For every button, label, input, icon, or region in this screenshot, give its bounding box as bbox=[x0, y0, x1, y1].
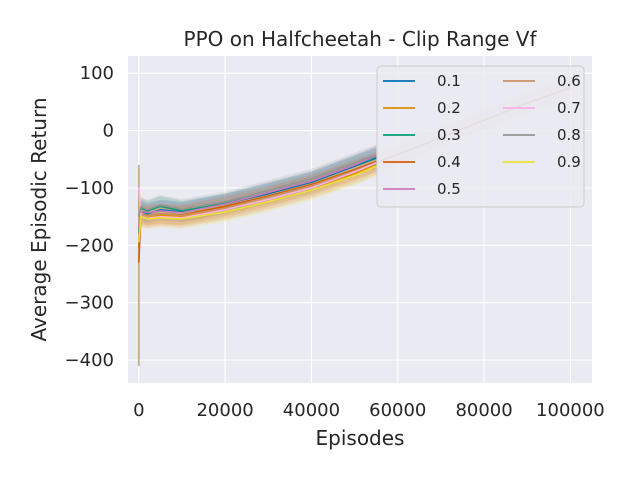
x-tick-label: 80000 bbox=[455, 400, 512, 421]
series-lines bbox=[137, 86, 571, 263]
legend-label-0.1: 0.1 bbox=[437, 72, 461, 90]
legend-label-0.4: 0.4 bbox=[437, 153, 461, 171]
x-axis-label: Episodes bbox=[316, 426, 405, 450]
y-tick-label: −100 bbox=[65, 178, 114, 199]
chart-title: PPO on Halfcheetah - Clip Range Vf bbox=[184, 27, 538, 51]
legend-label-0.5: 0.5 bbox=[437, 180, 461, 198]
x-tick-label: 60000 bbox=[369, 400, 426, 421]
series-line-0.5 bbox=[137, 155, 377, 229]
y-tick-labels: −400 −300 −200 −100 0 100 bbox=[65, 63, 114, 371]
y-tick-label: 100 bbox=[80, 63, 114, 84]
legend-label-0.3: 0.3 bbox=[437, 126, 461, 144]
x-tick-label: 0 bbox=[133, 400, 144, 421]
legend-label-0.7: 0.7 bbox=[557, 99, 581, 117]
series-line-0.9 bbox=[137, 165, 377, 243]
legend-label-0.8: 0.8 bbox=[557, 126, 581, 144]
legend-label-0.9: 0.9 bbox=[557, 153, 581, 171]
x-tick-label: 20000 bbox=[196, 400, 253, 421]
legend-label-0.2: 0.2 bbox=[437, 99, 461, 117]
x-tick-label: 40000 bbox=[283, 400, 340, 421]
y-tick-label: −300 bbox=[65, 293, 114, 314]
legend-box bbox=[376, 65, 585, 208]
legend-label-0.6: 0.6 bbox=[557, 72, 581, 90]
y-tick-label: −400 bbox=[65, 350, 114, 371]
x-tick-labels: 0 20000 40000 60000 80000 100000 bbox=[133, 400, 605, 421]
x-tick-label: 100000 bbox=[536, 400, 605, 421]
legend: 0.1 0.2 0.3 0.4 0.5 0.6 0.7 0.8 0.9 bbox=[376, 65, 585, 208]
series-line-0.8 bbox=[138, 153, 377, 217]
y-tick-label: −200 bbox=[65, 235, 114, 256]
y-axis-label: Average Episodic Return bbox=[27, 97, 51, 341]
y-tick-label: 0 bbox=[103, 121, 114, 142]
